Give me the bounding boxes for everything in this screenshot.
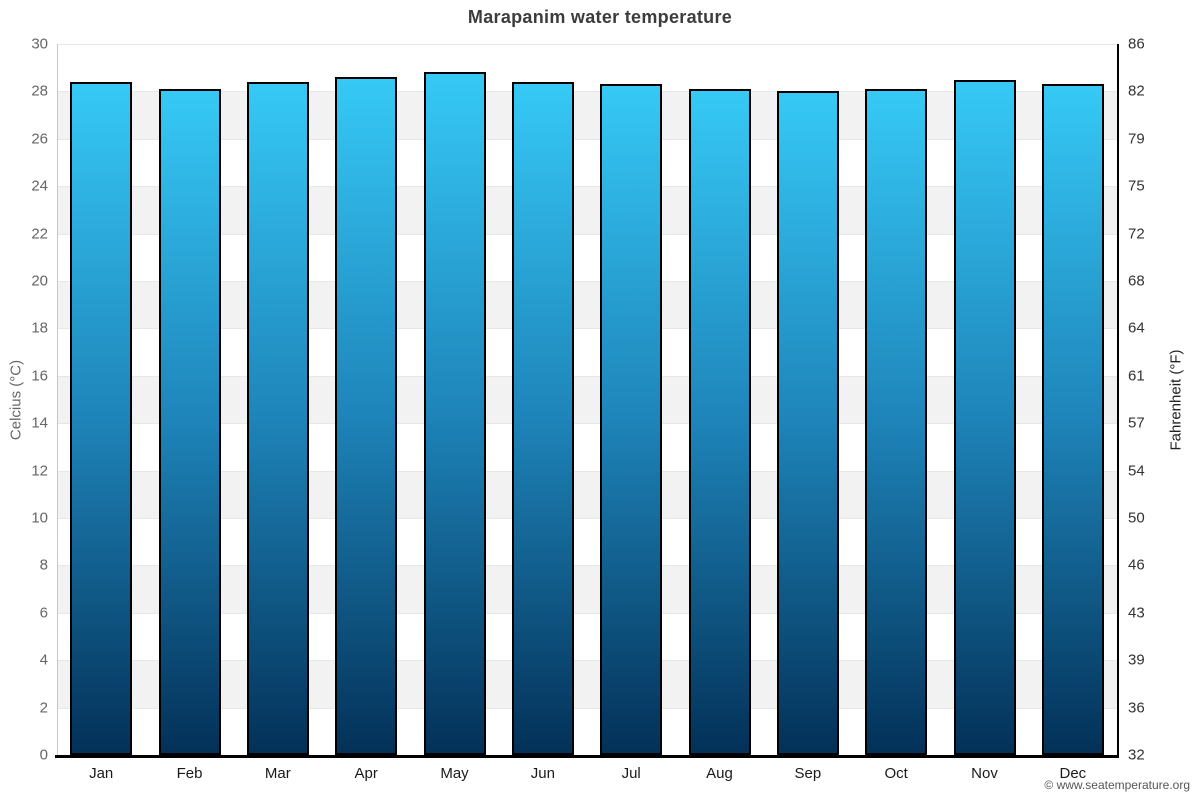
plot-band xyxy=(57,281,1117,329)
x-tick-sep: Sep xyxy=(794,765,822,782)
gridline xyxy=(57,470,1117,472)
bar-oct xyxy=(865,89,928,755)
y-tick-celsius-8: 8 xyxy=(39,556,48,574)
plot-band xyxy=(57,44,1117,92)
bar-nov xyxy=(953,79,1016,755)
bar-may xyxy=(423,72,486,755)
x-tick-apr: Apr xyxy=(354,765,378,782)
gridline xyxy=(57,91,1117,93)
y-axis-title-fahrenheit: Fahrenheit (°F) xyxy=(1167,348,1185,451)
y-tick-celsius-12: 12 xyxy=(31,462,48,480)
y-tick-celsius-18: 18 xyxy=(31,319,48,337)
plot-band xyxy=(57,612,1117,661)
y-tick-celsius-4: 4 xyxy=(39,651,48,669)
x-tick-jan: Jan xyxy=(89,765,114,782)
bar-jun xyxy=(511,81,574,755)
plot-band xyxy=(57,91,1117,139)
copyright-text: © www.seatemperature.org xyxy=(1044,778,1190,792)
bar-jan xyxy=(70,81,133,755)
chart-title: Marapanim water temperature xyxy=(467,7,733,27)
gridline xyxy=(57,233,1117,235)
plot-area xyxy=(57,44,1117,756)
bar-feb xyxy=(158,89,221,755)
gridline xyxy=(57,565,1117,567)
plot-band xyxy=(57,186,1117,234)
plot-band xyxy=(57,423,1117,471)
y-tick-celsius-28: 28 xyxy=(31,82,48,100)
y-tick-celsius-14: 14 xyxy=(31,414,48,432)
plot-band xyxy=(57,375,1117,424)
plot-band xyxy=(57,660,1117,708)
x-tick-jul: Jul xyxy=(621,765,641,782)
x-tick-aug: Aug xyxy=(706,765,733,782)
plot-band xyxy=(57,707,1117,755)
y-tick-fahrenheit-36: 36 xyxy=(1128,699,1145,717)
plot-band xyxy=(57,565,1117,613)
x-tick-feb: Feb xyxy=(176,765,203,782)
gridline xyxy=(57,328,1117,330)
y-tick-fahrenheit-54: 54 xyxy=(1128,462,1145,480)
y-axis-line-right xyxy=(1117,44,1119,755)
y-tick-celsius-2: 2 xyxy=(39,699,48,717)
gridline xyxy=(57,186,1117,188)
y-tick-fahrenheit-43: 43 xyxy=(1128,604,1145,622)
x-tick-dec: Dec xyxy=(1059,765,1087,782)
x-tick-may: May xyxy=(440,765,469,782)
y-tick-celsius-10: 10 xyxy=(31,509,48,527)
y-tick-fahrenheit-46: 46 xyxy=(1128,556,1145,574)
bar-sep xyxy=(776,91,839,755)
gridline xyxy=(57,138,1117,140)
y-tick-celsius-26: 26 xyxy=(31,130,48,148)
y-tick-fahrenheit-50: 50 xyxy=(1128,509,1145,527)
y-axis-line-left xyxy=(57,44,58,755)
y-tick-fahrenheit-86: 86 xyxy=(1128,35,1145,53)
y-tick-fahrenheit-57: 57 xyxy=(1128,414,1145,432)
bar-jul xyxy=(600,84,663,755)
y-tick-fahrenheit-32: 32 xyxy=(1128,746,1145,764)
plot-band xyxy=(57,518,1117,566)
y-tick-fahrenheit-79: 79 xyxy=(1128,130,1145,148)
gridline xyxy=(57,44,1117,45)
gridline xyxy=(57,518,1117,519)
y-tick-celsius-30: 30 xyxy=(31,35,48,53)
y-tick-fahrenheit-75: 75 xyxy=(1128,177,1145,195)
y-tick-fahrenheit-68: 68 xyxy=(1128,272,1145,290)
y-tick-fahrenheit-39: 39 xyxy=(1128,651,1145,669)
x-tick-mar: Mar xyxy=(264,765,291,782)
x-tick-oct: Oct xyxy=(884,765,908,782)
x-tick-jun: Jun xyxy=(530,765,555,782)
gridline xyxy=(57,423,1117,425)
y-tick-celsius-16: 16 xyxy=(31,367,48,385)
y-tick-celsius-0: 0 xyxy=(39,746,48,764)
y-tick-celsius-24: 24 xyxy=(31,177,48,195)
bar-aug xyxy=(688,89,751,755)
plot-band xyxy=(57,328,1117,376)
bar-dec xyxy=(1041,84,1104,755)
y-tick-fahrenheit-64: 64 xyxy=(1128,319,1145,337)
y-tick-celsius-6: 6 xyxy=(39,604,48,622)
y-tick-fahrenheit-82: 82 xyxy=(1128,82,1145,100)
x-tick-nov: Nov xyxy=(971,765,998,782)
y-tick-fahrenheit-72: 72 xyxy=(1128,225,1145,243)
x-axis-line xyxy=(55,755,1119,758)
gridline xyxy=(57,612,1117,614)
plot-band xyxy=(57,233,1117,281)
gridline xyxy=(57,375,1117,377)
plot-band xyxy=(57,470,1117,518)
gridline xyxy=(57,281,1117,282)
y-tick-fahrenheit-61: 61 xyxy=(1128,367,1145,385)
y-axis-title-celsius: Celcius (°C) xyxy=(7,359,25,440)
y-tick-celsius-20: 20 xyxy=(31,272,48,290)
y-tick-celsius-22: 22 xyxy=(31,225,48,243)
gridline xyxy=(57,660,1117,662)
bar-apr xyxy=(335,77,398,755)
plot-band xyxy=(57,138,1117,187)
bar-mar xyxy=(246,81,309,755)
gridline xyxy=(57,707,1117,709)
